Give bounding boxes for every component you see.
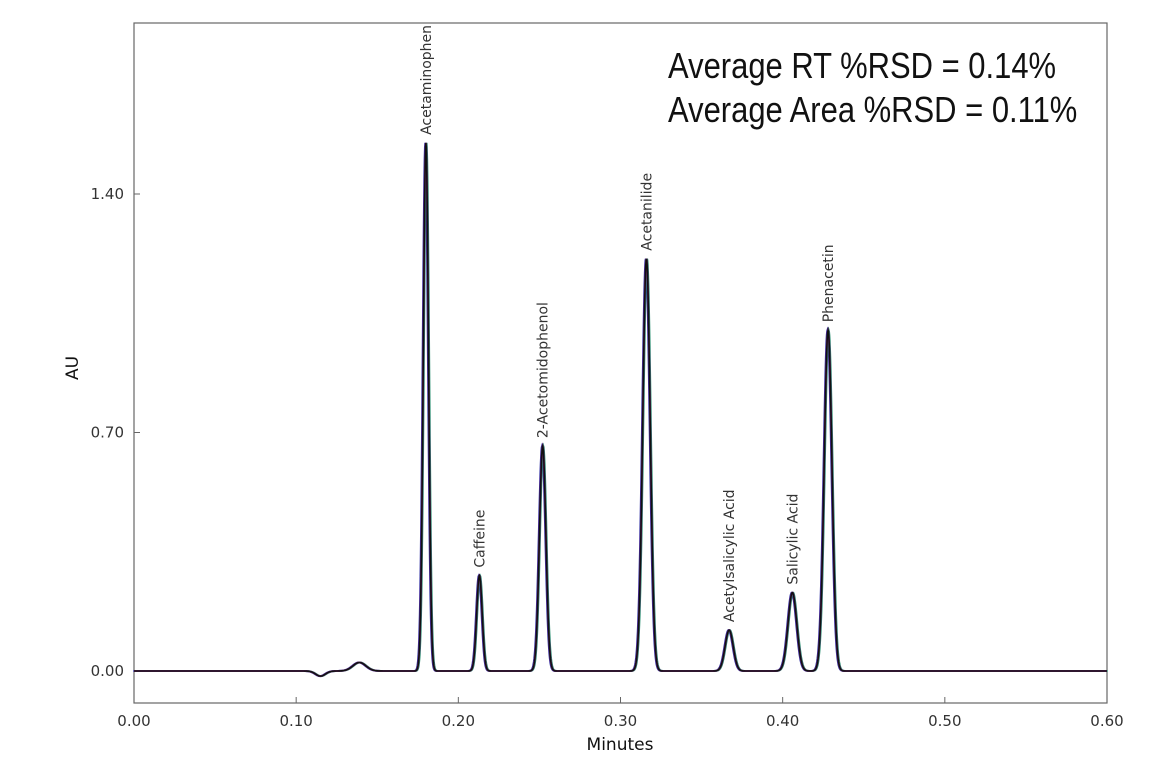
peak-label: 2-Acetomidophenol <box>536 302 552 438</box>
x-tick-label: 0.20 <box>442 712 475 730</box>
peak-label: Acetanilide <box>639 173 655 251</box>
peak-label: Phenacetin <box>821 244 837 322</box>
x-tick-label: 0.00 <box>117 712 150 730</box>
y-tick-label: 0.00 <box>91 662 124 680</box>
x-tick-label: 0.10 <box>279 712 312 730</box>
y-axis-title: AU <box>63 356 83 380</box>
peak-label: Acetylsalicylic Acid <box>722 489 738 622</box>
x-tick-label: 0.50 <box>928 712 961 730</box>
x-tick-label: 0.40 <box>766 712 799 730</box>
y-tick-label: 1.40 <box>91 185 124 203</box>
area-rsd-annotation: Average Area %RSD = 0.11% <box>668 89 1078 130</box>
main-trace <box>134 142 1107 677</box>
peak-label: Acetaminophen <box>419 25 435 135</box>
x-axis: 0.00 0.10 0.20 0.30 0.40 0.50 0.60 <box>117 697 1124 730</box>
overlay-trace <box>134 142 1108 678</box>
chromatogram-traces <box>133 142 1108 678</box>
x-tick-label: 0.60 <box>1090 712 1123 730</box>
x-axis-title: Minutes <box>587 735 654 755</box>
rt-rsd-annotation: Average RT %RSD = 0.14% <box>668 45 1057 86</box>
x-tick-label: 0.30 <box>604 712 637 730</box>
peak-label: Salicylic Acid <box>785 494 801 585</box>
y-tick-label: 0.70 <box>91 424 124 442</box>
y-axis: 0.00 0.70 1.40 <box>91 185 140 680</box>
overlay-trace <box>134 142 1107 678</box>
overlay-trace <box>133 142 1107 678</box>
peak-labels: Acetaminophen Caffeine 2-Acetomidophenol Ac… <box>419 25 837 622</box>
peak-label: Caffeine <box>472 510 488 568</box>
